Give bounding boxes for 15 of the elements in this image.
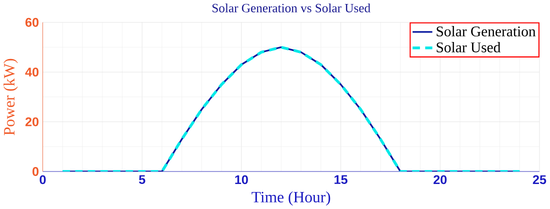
y-tick-label: 20: [25, 117, 39, 126]
x-tick-label: 25: [532, 175, 546, 184]
chart-title: Solar Generation vs Solar Used: [212, 3, 370, 12]
x-tick-label: 10: [235, 175, 248, 184]
legend-label: Solar Used: [436, 42, 501, 52]
x-tick-label: 0: [40, 175, 46, 184]
y-tick-label: 60: [25, 18, 39, 27]
x-tick-label: 5: [138, 175, 146, 184]
x-axis-title: Time (Hour): [252, 191, 330, 206]
y-tick-label: 0: [32, 166, 39, 176]
legend-label: Solar Generation: [436, 26, 536, 36]
x-tick-label: 20: [434, 175, 447, 184]
y-axis-title: Power (kW): [4, 58, 18, 136]
y-tick-label: 40: [25, 68, 39, 76]
x-tick-label: 15: [334, 175, 348, 184]
